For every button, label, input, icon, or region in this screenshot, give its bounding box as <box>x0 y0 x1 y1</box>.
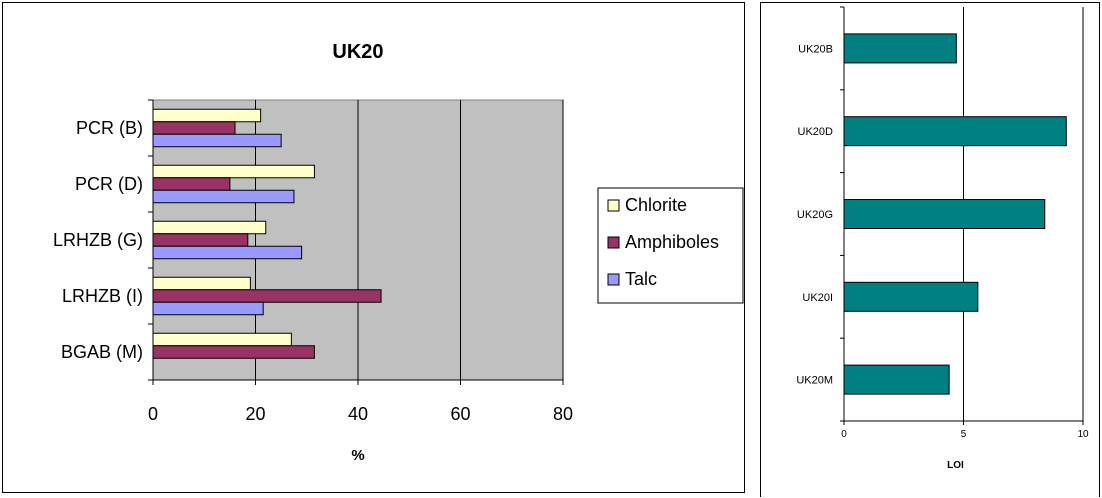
bar <box>843 364 950 395</box>
x-tick-label: 5 <box>961 429 967 440</box>
bar <box>152 301 264 316</box>
x-axis-label: LOI <box>947 460 964 471</box>
category-label: UK20D <box>798 126 834 138</box>
x-tick-label: 60 <box>450 404 470 424</box>
category-label: UK20B <box>798 43 833 55</box>
amphibole-chart-panel: UK20 0 20 40 60 80% PCR (B) PCR (D) LRHZB (G) LRH… <box>2 2 745 493</box>
legend-label: Talc <box>625 269 657 289</box>
bar <box>152 220 267 235</box>
bar <box>152 233 249 247</box>
category-label: PCR (D) <box>75 174 143 194</box>
bar <box>152 245 303 260</box>
bar <box>843 281 979 312</box>
category-label: BGAB (M) <box>61 342 143 362</box>
bar <box>152 289 382 303</box>
x-tick-label: 0 <box>841 429 847 440</box>
category-label: UK20M <box>796 375 833 387</box>
x-tick-label: 10 <box>1077 429 1089 440</box>
x-tick-label: 20 <box>245 404 265 424</box>
bar <box>152 276 251 291</box>
bar <box>152 108 262 123</box>
loi-bar-chart: 0 5 10 LOI UK20B UK20D UK20G UK20I UK20M <box>796 6 1089 471</box>
category-label: UK20G <box>797 209 833 221</box>
legend-label: Chlorite <box>625 195 687 215</box>
legend-swatch <box>607 199 620 212</box>
legend-swatch <box>607 273 620 286</box>
x-tick-label: 40 <box>348 404 368 424</box>
bar <box>152 345 315 359</box>
x-tick-label: 80 <box>553 404 573 424</box>
loi-chart-panel: 0 5 10 LOI UK20B UK20D UK20G UK20I UK20M <box>760 2 1100 497</box>
x-axis-label: % <box>351 447 364 464</box>
category-label: LRHZB (G) <box>53 230 143 250</box>
bar <box>152 332 292 347</box>
legend-swatch <box>607 236 620 249</box>
category-label: LRHZB (I) <box>62 286 143 306</box>
legend-label: Amphiboles <box>625 232 719 252</box>
bar <box>152 189 295 204</box>
chart-title: UK20 <box>332 41 383 63</box>
bar <box>152 177 231 191</box>
bar <box>843 199 1046 229</box>
x-tick-label: 0 <box>148 404 158 424</box>
mineral-percentage-chart: UK20 0 20 40 60 80% PCR (B) PCR (D) LRHZB (G) LRH… <box>53 41 744 464</box>
category-label: PCR (B) <box>76 118 143 138</box>
bar <box>152 133 282 148</box>
bar <box>843 116 1067 147</box>
category-label: UK20I <box>802 292 833 304</box>
bar <box>152 164 315 179</box>
bar <box>843 33 957 64</box>
bar <box>152 121 236 135</box>
legend-box <box>597 187 744 304</box>
